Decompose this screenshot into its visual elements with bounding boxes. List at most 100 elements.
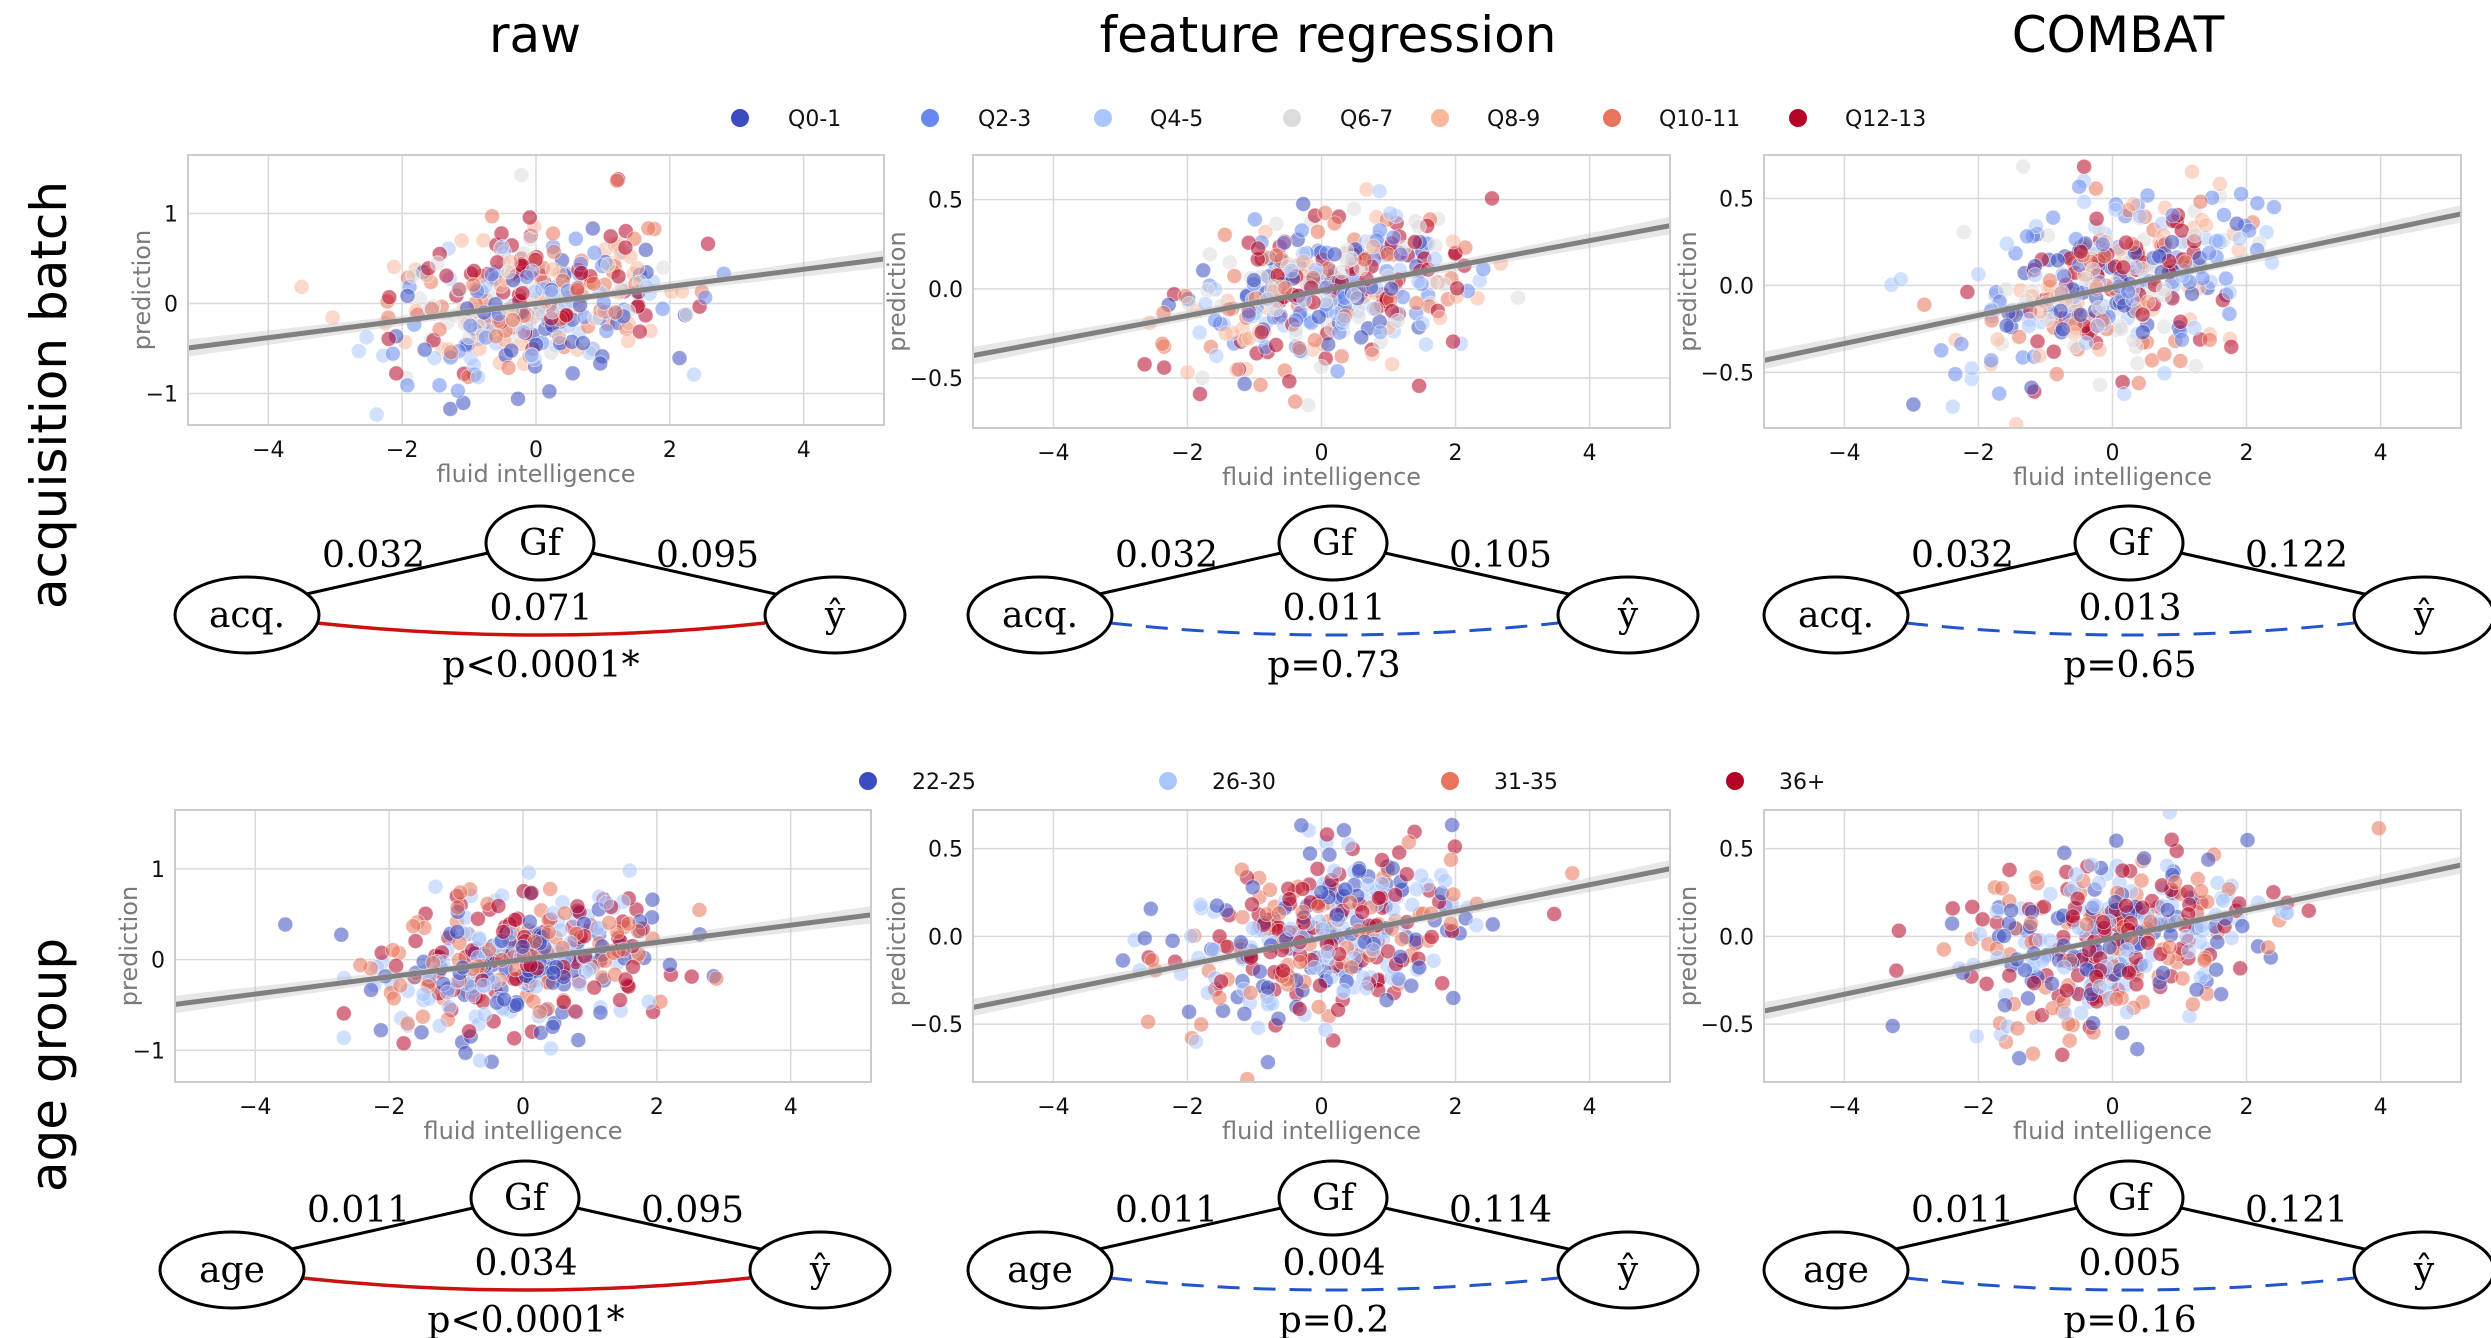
data-point: [2173, 331, 2190, 348]
scatter-points: [1115, 817, 1581, 1082]
data-point: [617, 971, 634, 988]
x-tick-label: 2: [663, 438, 677, 463]
data-point: [1884, 1018, 1901, 1034]
x-axis-label: fluid intelligence: [1222, 463, 1421, 491]
data-point: [515, 323, 531, 340]
legend-marker: [1094, 109, 1112, 127]
data-point: [1371, 183, 1388, 200]
data-point: [1242, 984, 1259, 1001]
data-point: [462, 317, 479, 334]
node-top: [2073, 504, 2185, 582]
edge-bottom-weight: 0.005: [2078, 1243, 2181, 1284]
plot-frame: [1763, 154, 2462, 429]
data-point: [2029, 333, 2046, 350]
data-point: [2091, 341, 2108, 358]
data-point: [2008, 416, 2025, 428]
data-point: [545, 965, 562, 981]
data-point: [2178, 928, 2195, 945]
data-point: [505, 312, 521, 328]
node-right: [763, 575, 907, 655]
legend-age: 22-25 26-30 31-35 36+: [859, 770, 1825, 795]
data-point: [631, 323, 648, 340]
y-tick-label: −0.5: [1701, 361, 1754, 386]
data-point: [2091, 979, 2108, 995]
data-point: [451, 281, 468, 298]
x-tick-label: 4: [1583, 441, 1597, 466]
data-point: [384, 942, 401, 958]
y-tick-label: 0.5: [928, 838, 963, 863]
column-title-raw: raw: [489, 6, 581, 64]
data-point: [1252, 963, 1268, 980]
data-point: [2045, 209, 2062, 226]
data-point: [2133, 872, 2150, 889]
data-point: [1346, 287, 1362, 303]
data-point: [671, 350, 688, 367]
data-point: [1213, 973, 1230, 990]
data-point: [1996, 928, 2012, 944]
node-top-label: Gf: [504, 1178, 549, 1219]
edge-right: [2180, 1206, 2370, 1252]
data-point: [2216, 207, 2232, 223]
y-axis-label: prediction: [115, 886, 143, 1006]
legend-marker: [1726, 772, 1744, 790]
data-point: [514, 938, 531, 955]
data-point: [1268, 215, 1285, 232]
data-point: [493, 225, 510, 242]
edge-right: [576, 1206, 766, 1252]
data-point: [2184, 996, 2201, 1013]
data-point: [1181, 295, 1197, 312]
data-point: [388, 958, 405, 974]
data-point: [407, 933, 424, 949]
data-point: [1208, 348, 1225, 364]
data-point: [1288, 312, 1304, 329]
data-point: [2187, 358, 2204, 375]
edge-bottom-weight: 0.034: [474, 1243, 577, 1284]
data-point: [416, 341, 433, 358]
data-point: [1188, 1033, 1204, 1050]
data-point: [1115, 952, 1131, 969]
data-point: [2128, 976, 2145, 993]
data-point: [1142, 900, 1159, 917]
plot-frame: [187, 154, 885, 426]
x-tick-label: −4: [239, 1095, 271, 1120]
data-point: [1209, 897, 1225, 914]
data-point: [1411, 959, 1428, 976]
data-point: [1260, 979, 1276, 996]
data-point: [2116, 386, 2133, 402]
node-left-label: age: [1007, 1250, 1073, 1291]
data-point: [1310, 308, 1327, 325]
data-point: [2078, 916, 2095, 933]
x-tick-label: −2: [1962, 1095, 1994, 1120]
legend-marker: [731, 109, 749, 127]
data-point: [1319, 826, 1335, 843]
data-point: [2056, 844, 2073, 861]
data-point: [1294, 881, 1311, 897]
data-point: [1445, 990, 1462, 1006]
data-point: [1233, 861, 1250, 878]
data-point: [1974, 911, 1991, 928]
data-point: [2201, 331, 2218, 348]
data-point: [2136, 850, 2153, 867]
node-left: [1762, 1230, 1910, 1310]
data-point: [1329, 363, 1346, 380]
data-point: [1989, 331, 2006, 348]
data-point: [481, 941, 498, 958]
x-axis-label: fluid intelligence: [436, 460, 635, 488]
y-tick-label: −0.5: [1701, 1013, 1754, 1038]
edge-bottom-weight: 0.011: [1282, 588, 1385, 629]
data-point: [2154, 877, 2170, 894]
data-point: [1935, 941, 1952, 958]
data-point: [1291, 340, 1307, 357]
data-point: [542, 881, 559, 897]
data-point: [2239, 832, 2256, 848]
data-point: [629, 260, 646, 277]
causal-diagram: age Gf ŷ 0.011 0.095 0.034 p<0.0001*: [158, 1159, 892, 1338]
plot-frame: [972, 809, 1671, 1083]
data-point: [2071, 178, 2088, 195]
data-point: [2119, 942, 2136, 959]
node-top: [2073, 1159, 2185, 1237]
edge-left: [1890, 551, 2078, 597]
data-point: [1136, 930, 1153, 947]
data-point: [2174, 970, 2191, 987]
data-point: [567, 1003, 584, 1020]
